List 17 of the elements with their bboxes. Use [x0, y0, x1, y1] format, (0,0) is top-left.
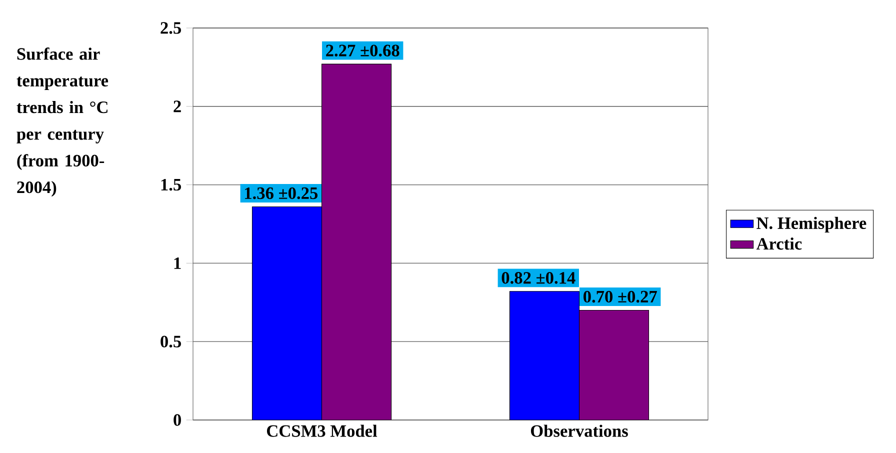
legend-label: N. Hemisphere [756, 216, 866, 233]
x-tick-label: Observations [530, 424, 628, 437]
y-tick-label: 1.5 [161, 178, 181, 191]
data-label: 0.82 ±0.14 [502, 272, 576, 284]
y-tick-label: 2 [174, 100, 181, 112]
bar [509, 291, 580, 420]
data-label: 1.36 ±0.25 [245, 187, 318, 200]
y-axis-title: Surface air temperature trends in °C per century (from 1900-2004) [16, 47, 108, 197]
bar [252, 206, 322, 420]
y-tick-label: 0 [174, 414, 181, 426]
y-tick-label: 2.5 [160, 22, 181, 34]
data-label: 2.27 ±0.68 [326, 44, 400, 56]
data-label: 0.70 ±0.27 [584, 290, 657, 303]
y-tick-label: 1 [174, 257, 181, 269]
y-tick-label: 0.5 [160, 336, 181, 348]
legend-label: Arctic [756, 238, 802, 250]
x-tick-label: CCSM3 Model [266, 424, 378, 437]
